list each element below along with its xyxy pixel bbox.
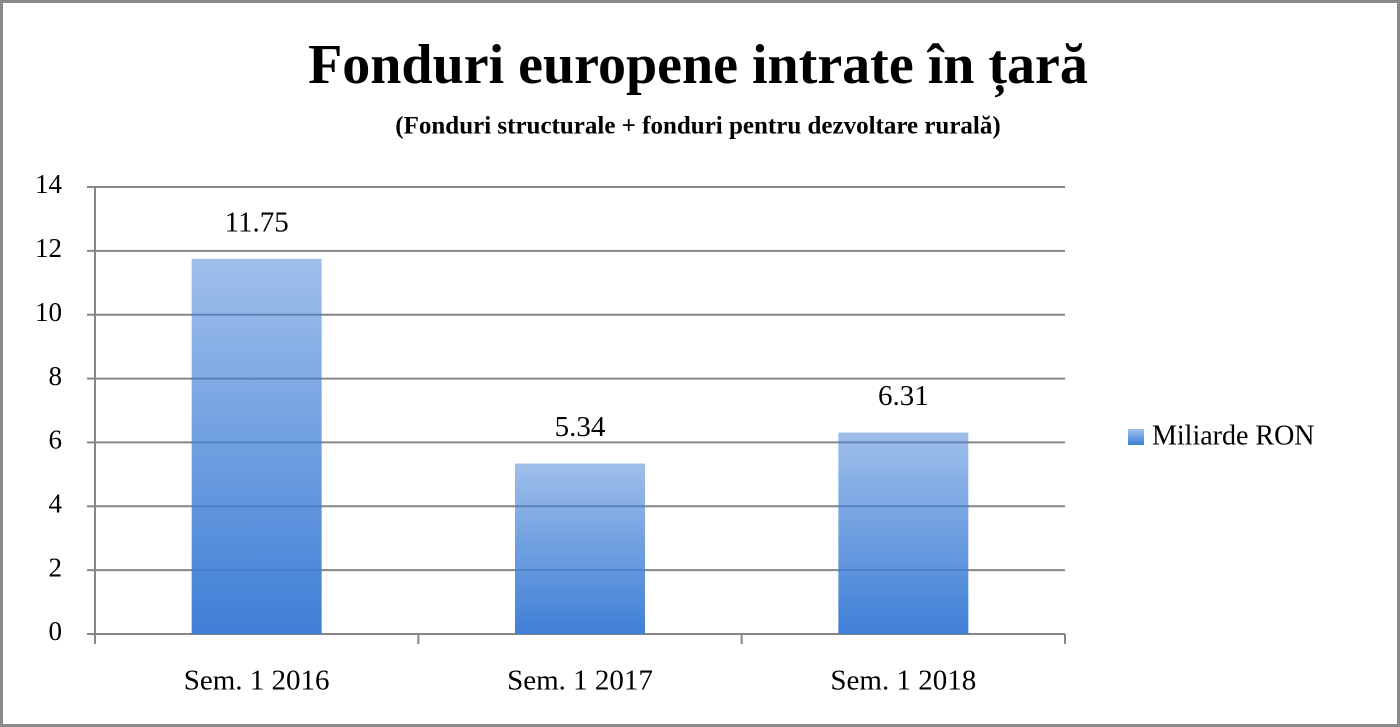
legend-label: Miliarde RON (1152, 420, 1315, 451)
y-tick-label: 12 (35, 233, 62, 263)
bar (191, 258, 322, 634)
chart-title: Fonduri europene intrate în țară (308, 34, 1088, 98)
y-tick-label: 4 (49, 488, 63, 518)
y-tick-label: 10 (35, 297, 62, 327)
data-label: 6.31 (878, 380, 929, 412)
y-tick-label: 14 (35, 169, 63, 199)
x-tick-label: Sem. 1 2017 (507, 665, 653, 697)
y-tick-label: 8 (49, 361, 63, 391)
bar (838, 432, 969, 634)
data-label: 5.34 (555, 411, 606, 443)
y-tick-label: 0 (49, 616, 63, 646)
x-tick-label: Sem. 1 2018 (830, 665, 976, 697)
legend-swatch (1128, 429, 1144, 445)
x-tick-label: Sem. 1 2016 (184, 665, 330, 697)
y-tick-label: 2 (49, 552, 63, 582)
chart-subtitle: (Fonduri structurale + fonduri pentru de… (395, 113, 1000, 140)
bar (515, 463, 645, 634)
y-tick-label: 6 (49, 425, 63, 455)
data-label: 11.75 (225, 206, 289, 238)
